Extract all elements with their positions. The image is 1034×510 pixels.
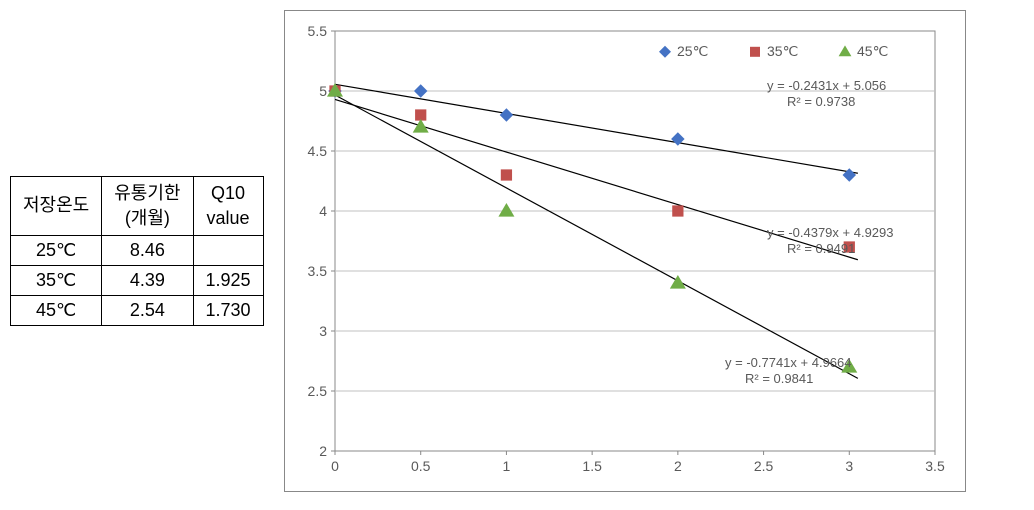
col-line2: value xyxy=(207,208,250,228)
svg-text:35℃: 35℃ xyxy=(767,43,798,59)
svg-text:R² = 0.9738: R² = 0.9738 xyxy=(787,94,855,109)
table-cell xyxy=(193,236,263,266)
svg-text:2.5: 2.5 xyxy=(307,383,327,399)
col-q10: Q10 value xyxy=(193,176,263,235)
svg-text:2.5: 2.5 xyxy=(753,458,773,474)
table-cell: 4.39 xyxy=(102,266,193,296)
col-shelf-life: 유통기한 (개월) xyxy=(102,176,193,235)
svg-text:3.5: 3.5 xyxy=(925,458,945,474)
table-cell: 35℃ xyxy=(11,266,102,296)
svg-text:2: 2 xyxy=(674,458,682,474)
table-row: 35℃4.391.925 xyxy=(11,266,264,296)
svg-text:3: 3 xyxy=(845,458,853,474)
table-cell: 45℃ xyxy=(11,296,102,326)
col-line1: Q10 xyxy=(211,183,245,203)
table-cell: 25℃ xyxy=(11,236,102,266)
q10-table: 저장온도 유통기한 (개월) Q10 value 25℃8.4635℃4.391.9… xyxy=(10,176,264,326)
col-line1: 유통기한 xyxy=(114,183,180,203)
svg-text:2: 2 xyxy=(319,443,327,459)
svg-text:y = -0.4379x + 4.9293: y = -0.4379x + 4.9293 xyxy=(767,225,893,240)
table-cell: 2.54 xyxy=(102,296,193,326)
svg-text:1.5: 1.5 xyxy=(582,458,602,474)
table-cell: 8.46 xyxy=(102,236,193,266)
svg-text:45℃: 45℃ xyxy=(857,43,888,59)
svg-text:4.5: 4.5 xyxy=(307,143,327,159)
table-body: 25℃8.4635℃4.391.92545℃2.541.730 xyxy=(11,236,264,326)
svg-text:R² = 0.9491: R² = 0.9491 xyxy=(787,241,855,256)
table-row: 25℃8.46 xyxy=(11,236,264,266)
col-storage-temp: 저장온도 xyxy=(11,176,102,235)
table-cell: 1.730 xyxy=(193,296,263,326)
svg-text:y = -0.7741x + 4.9664: y = -0.7741x + 4.9664 xyxy=(725,355,851,370)
svg-text:3.5: 3.5 xyxy=(307,263,327,279)
svg-text:3: 3 xyxy=(319,323,327,339)
scatter-chart: 2 2.5 3 3.5 4 4.5 5 5.5 0 0.5 1 1.5 2 2.5 3 3.5 y = -0.2… xyxy=(284,10,966,492)
svg-text:5: 5 xyxy=(319,83,327,99)
svg-text:0.5: 0.5 xyxy=(411,458,431,474)
svg-text:R² = 0.9841: R² = 0.9841 xyxy=(745,371,813,386)
svg-text:25℃: 25℃ xyxy=(677,43,708,59)
svg-text:4: 4 xyxy=(319,203,327,219)
table-row: 45℃2.541.730 xyxy=(11,296,264,326)
col-line2: (개월) xyxy=(125,208,170,228)
table-header-row: 저장온도 유통기한 (개월) Q10 value xyxy=(11,176,264,235)
svg-text:0: 0 xyxy=(331,458,339,474)
svg-text:5.5: 5.5 xyxy=(307,23,327,39)
chart-svg: 2 2.5 3 3.5 4 4.5 5 5.5 0 0.5 1 1.5 2 2.5 3 3.5 y = -0.2… xyxy=(285,11,965,491)
data-table: 저장온도 유통기한 (개월) Q10 value 25℃8.4635℃4.391.9… xyxy=(10,176,264,326)
svg-text:y = -0.2431x + 5.056: y = -0.2431x + 5.056 xyxy=(767,78,886,93)
svg-text:1: 1 xyxy=(502,458,510,474)
table-cell: 1.925 xyxy=(193,266,263,296)
